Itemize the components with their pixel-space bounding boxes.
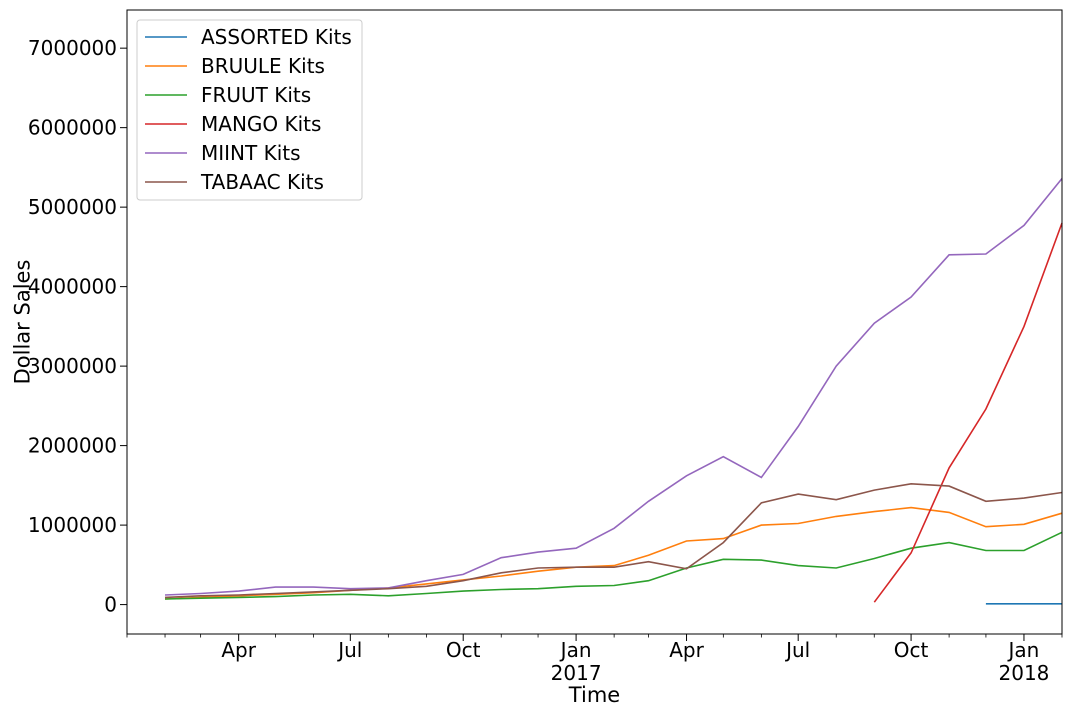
legend-label-fruut-kits: FRUUT Kits [201,83,311,107]
x-axis-label: Time [568,683,620,707]
legend: ASSORTED Kits BRUULE Kits FRUUT Kits MANGO … [136,19,363,201]
x-tick-label: Jan [559,638,592,662]
x-tick-label: Jul [336,638,362,662]
legend-box [136,19,363,201]
plot-frame [126,9,1063,635]
x-tick-label: Jan [1007,638,1040,662]
x-tick-label: Oct [894,638,929,662]
legend-label-miint-kits: MIINT Kits [201,141,301,165]
y-tick-label: 0 [104,593,117,617]
x-tick-label: Apr [221,638,256,662]
x-tick-year-label: 2017 [551,661,602,685]
x-tick-label: Apr [669,638,704,662]
legend-label-bruule-kits: BRUULE Kits [201,54,325,78]
y-tick-label: 7000000 [28,36,117,60]
y-axis-label: Dollar Sales [10,260,34,385]
plot-area [164,177,1063,605]
legend-label-mango-kits: MANGO Kits [201,112,321,136]
x-tick-label: Oct [446,638,481,662]
series-line-mango-kits [873,222,1063,603]
y-tick-label: 2000000 [28,434,117,458]
y-tick-label: 6000000 [28,116,117,140]
y-tick-label: 3000000 [28,354,117,378]
x-tick-year-label: 2018 [999,661,1050,685]
legend-label-assorted-kits: ASSORTED Kits [201,25,352,49]
legend-label-tabaac-kits: TABAAC Kits [200,170,324,194]
x-tick-label: Jul [784,638,810,662]
y-tick-label: 1000000 [28,513,117,537]
y-tick-label: 4000000 [28,275,117,299]
series-line-fruut-kits [164,531,1063,600]
y-tick-label: 5000000 [28,195,117,219]
series-line-miint-kits [164,177,1063,596]
y-axis: 0 1000000 2000000 3000000 4000000 5000000 6000… [28,36,127,617]
series-line-tabaac-kits [164,482,1063,599]
